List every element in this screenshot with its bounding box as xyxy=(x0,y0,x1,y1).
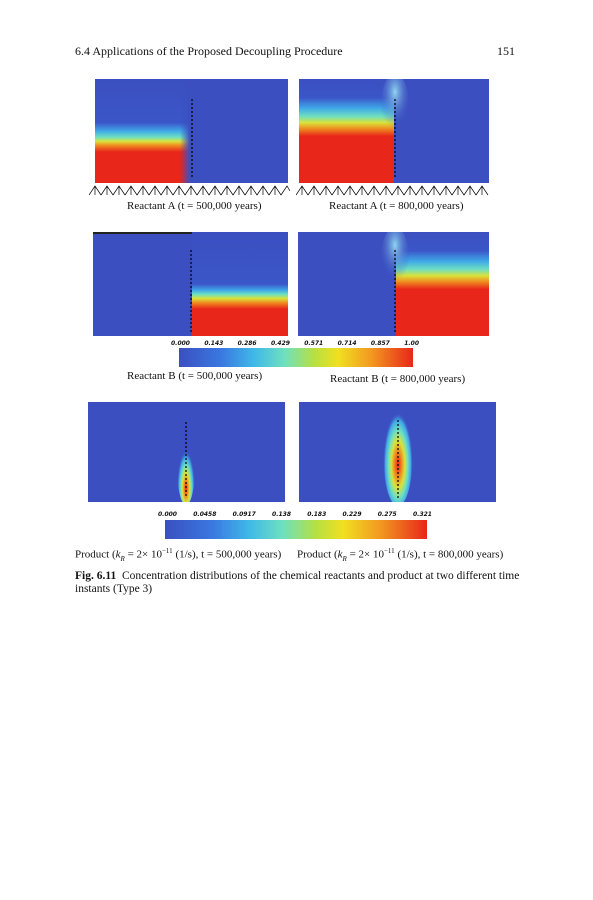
tick: 0.429 xyxy=(270,340,290,347)
tick: 0.229 xyxy=(342,511,362,518)
running-header: 6.4 Applications of the Proposed Decoupl… xyxy=(75,44,515,60)
colorbar-reactant xyxy=(179,348,413,367)
tick: 0.571 xyxy=(304,340,324,347)
rate-subscript: R xyxy=(342,554,347,563)
plot-reactant-a-800 xyxy=(299,79,489,183)
caption-text: = 2× 10 xyxy=(124,548,162,561)
plot-product-800 xyxy=(299,402,496,502)
tick: 0.275 xyxy=(377,511,397,518)
tick: 0.000 xyxy=(158,511,177,518)
caption-reactant-b-500: Reactant B (t = 500,000 years) xyxy=(127,370,263,382)
caption-text: = 2× 10 xyxy=(346,548,384,561)
colorbar-product xyxy=(165,520,427,539)
caption-text: Product ( xyxy=(75,548,116,561)
tick: 0.857 xyxy=(370,340,390,347)
rate-symbol: k xyxy=(115,548,121,561)
caption-reactant-a-800: Reactant A (t = 800,000 years) xyxy=(329,200,464,212)
tick: 0.321 xyxy=(412,511,432,518)
tick: 0.183 xyxy=(307,511,327,518)
tick: 1.00 xyxy=(404,340,419,347)
page-number: 151 xyxy=(497,44,515,58)
tick: 0.286 xyxy=(237,340,257,347)
caption-text: (1/s), t = 800,000 years) xyxy=(394,548,504,561)
caption-reactant-a-500: Reactant A (t = 500,000 years) xyxy=(127,200,262,212)
caption-reactant-b-800: Reactant B (t = 800,000 years) xyxy=(330,373,466,385)
exponent: −11 xyxy=(383,547,395,555)
figure-caption: Fig. 6.11 Concentration distributions of… xyxy=(75,570,525,596)
figure-caption-text: Concentration distributions of the chemi… xyxy=(75,570,520,595)
rate-symbol: k xyxy=(337,548,343,561)
plot-reactant-b-800 xyxy=(298,232,489,336)
plot-reactant-a-500 xyxy=(95,79,288,183)
tick: 0.0917 xyxy=(232,511,256,518)
plot-product-500 xyxy=(88,402,285,502)
boundary-arrows-right xyxy=(296,184,492,196)
plot-reactant-b-500 xyxy=(93,232,288,336)
colorbar-reactant-ticks: 0.000 0.143 0.286 0.429 0.571 0.714 0.85… xyxy=(171,340,419,347)
caption-product-800: Product (kR = 2× 10−11 (1/s), t = 800,00… xyxy=(297,547,503,563)
tick: 0.0458 xyxy=(193,511,217,518)
colorbar-product-ticks: 0.000 0.0458 0.0917 0.138 0.183 0.229 0.… xyxy=(158,511,432,518)
section-title: 6.4 Applications of the Proposed Decoupl… xyxy=(75,44,343,58)
figure-label: Fig. 6.11 xyxy=(75,570,117,582)
caption-product-500: Product (kR = 2× 10−11 (1/s), t = 500,00… xyxy=(75,547,281,563)
exponent: −11 xyxy=(161,547,173,555)
tick: 0.000 xyxy=(171,340,190,347)
tick: 0.143 xyxy=(204,340,224,347)
tick: 0.138 xyxy=(272,511,292,518)
rate-subscript: R xyxy=(120,554,125,563)
tick: 0.714 xyxy=(337,340,357,347)
caption-text: Product ( xyxy=(297,548,338,561)
caption-text: (1/s), t = 500,000 years) xyxy=(172,548,282,561)
boundary-arrows-left xyxy=(89,184,290,196)
